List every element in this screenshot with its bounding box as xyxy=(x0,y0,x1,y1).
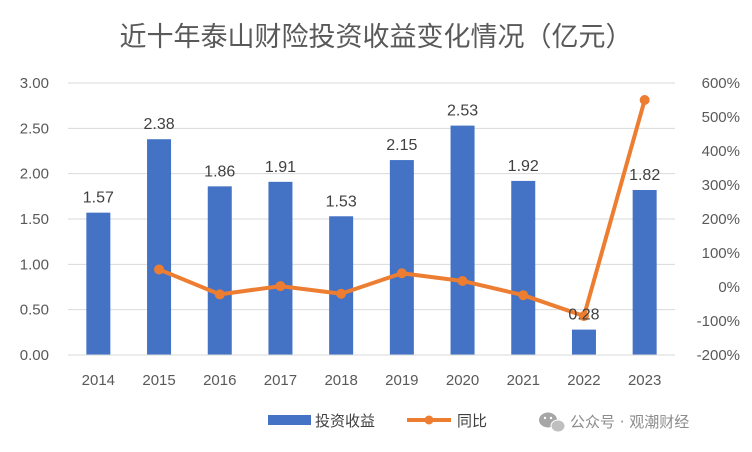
x-tick-label: 2023 xyxy=(628,372,661,389)
y-left-tick-label: 2.50 xyxy=(20,120,49,137)
bar-data-label: 1.53 xyxy=(326,193,357,210)
y-right-tick-label: 300% xyxy=(702,177,740,194)
y-right-tick-label: 500% xyxy=(702,109,740,126)
data-labels: 1.57 2.38 1.86 1.91 1.53 2.15 2.53 1.92 0.28 1.82 xyxy=(83,103,661,324)
bar xyxy=(268,181,293,355)
bar xyxy=(632,189,657,355)
legend-label-line: 同比 xyxy=(457,412,487,430)
bar-data-label: 1.57 xyxy=(83,190,114,207)
wechat-icon xyxy=(539,412,566,433)
x-tick-label: 2020 xyxy=(446,372,479,389)
y-left-tick-label: 3.00 xyxy=(20,75,49,92)
x-tick-label: 2021 xyxy=(507,372,540,389)
y-right-tick-label: 600% xyxy=(702,75,740,92)
bar xyxy=(511,180,536,355)
bar-data-label: 1.86 xyxy=(204,163,235,180)
watermark-text: 公众号 · 观潮财经 xyxy=(570,413,689,431)
y-left-tick-label: 2.00 xyxy=(20,166,49,183)
x-tick-label: 2017 xyxy=(264,372,297,389)
x-tick-label: 2014 xyxy=(82,372,115,389)
yoy-point xyxy=(214,289,225,300)
bar xyxy=(450,125,475,355)
y-right-tick-label: 200% xyxy=(702,211,740,228)
bar-data-label: 1.92 xyxy=(508,158,539,175)
chart-title: 近十年泰山财险投资收益变化情况（亿元） xyxy=(120,22,633,53)
y-right-tick-label: -100% xyxy=(697,313,740,330)
watermark: 公众号 · 观潮财经 xyxy=(539,412,689,433)
bar xyxy=(571,329,596,355)
legend: 投资收益 同比 xyxy=(268,412,487,430)
axes: 0.00 0.50 1.00 1.50 2.00 2.50 3.00 -200% -100% 0%… xyxy=(20,75,740,389)
bar xyxy=(207,186,232,355)
legend-label-bar: 投资收益 xyxy=(315,412,375,430)
yoy-point xyxy=(518,290,529,301)
line-series xyxy=(154,95,650,322)
y-right-tick-label: 100% xyxy=(702,245,740,262)
x-tick-label: 2022 xyxy=(567,372,600,389)
bar-data-label: 1.82 xyxy=(629,167,660,184)
bar xyxy=(86,212,111,355)
bar xyxy=(329,216,354,355)
x-tick-label: 2019 xyxy=(385,372,418,389)
yoy-point xyxy=(457,275,468,286)
y-right-tick-label: 400% xyxy=(702,143,740,160)
yoy-point xyxy=(336,288,347,299)
y-right-tick-label: -200% xyxy=(697,347,740,364)
yoy-point xyxy=(396,268,407,279)
bar-data-label: 2.38 xyxy=(143,116,174,133)
yoy-point xyxy=(639,95,650,105)
yoy-point xyxy=(275,281,286,292)
y-right-tick-label: 0% xyxy=(718,279,740,296)
y-left-tick-label: 1.50 xyxy=(20,211,49,228)
legend-swatch-marker xyxy=(424,415,434,425)
bar-data-label: 1.91 xyxy=(265,159,296,176)
y-left-tick-label: 1.00 xyxy=(20,256,49,273)
bar-data-label: 2.15 xyxy=(386,137,417,154)
y-left-tick-label: 0.50 xyxy=(20,302,49,319)
x-tick-label: 2015 xyxy=(142,372,175,389)
y-left-tick-label: 0.00 xyxy=(20,347,49,364)
yoy-point xyxy=(578,311,589,322)
yoy-point xyxy=(154,264,165,275)
x-tick-label: 2016 xyxy=(203,372,236,389)
bar-data-label: 0.28 xyxy=(568,307,599,324)
x-tick-label: 2018 xyxy=(324,372,357,389)
bar-series xyxy=(86,125,657,355)
legend-swatch-bar xyxy=(268,415,311,425)
bar-data-label: 2.53 xyxy=(447,103,478,120)
bar xyxy=(389,160,414,355)
bar xyxy=(147,139,172,355)
